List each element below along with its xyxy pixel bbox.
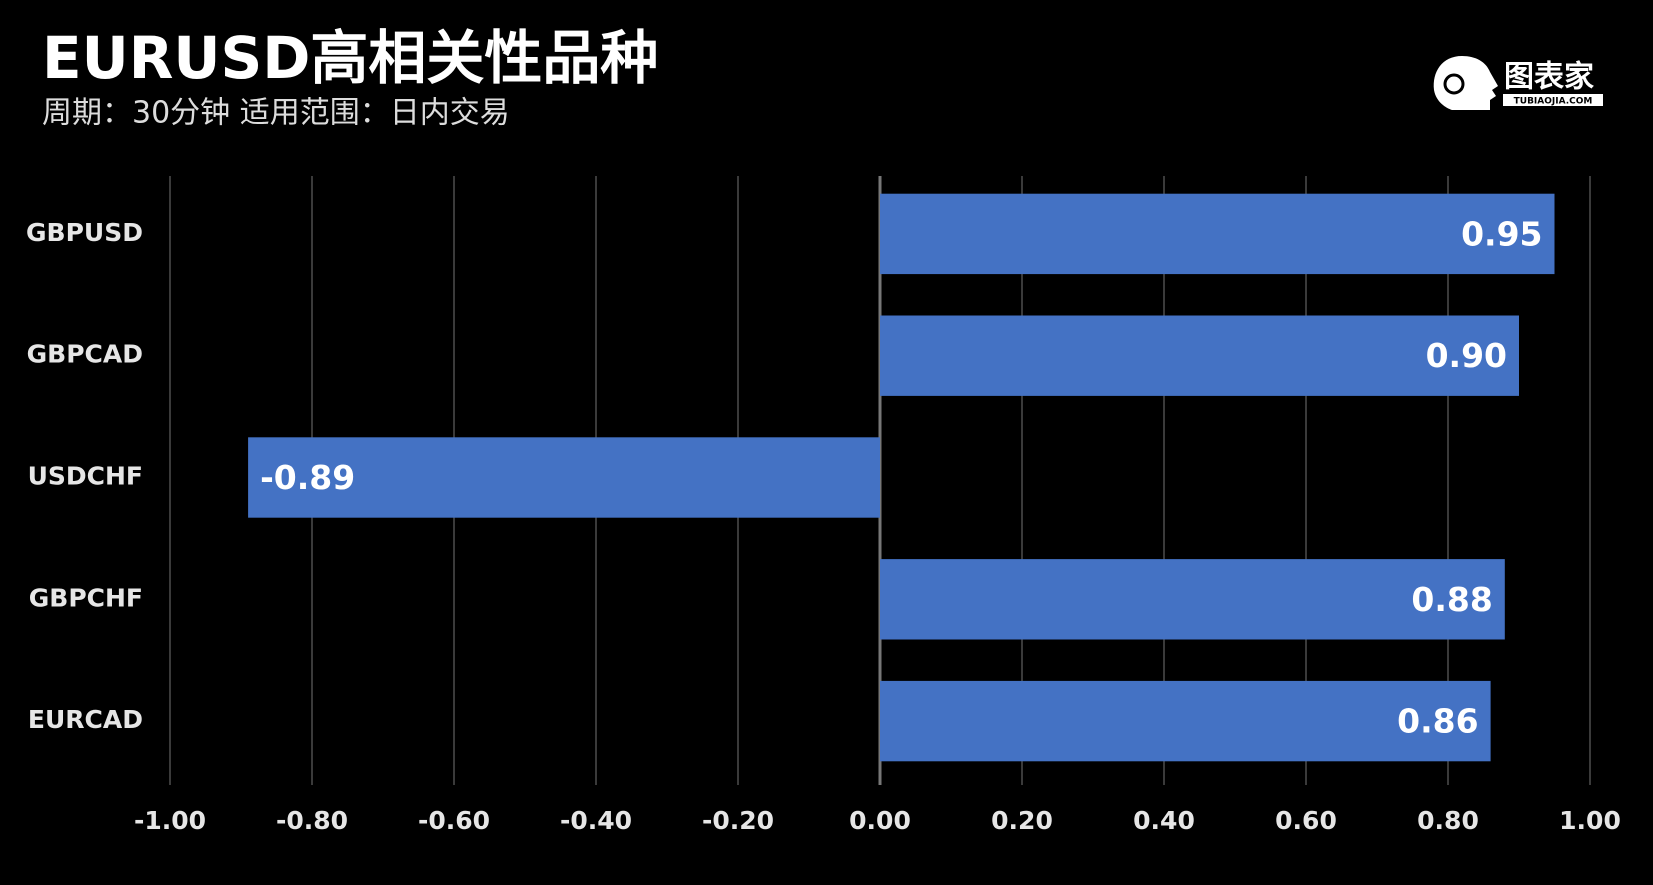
value-label: 0.90 xyxy=(1426,336,1507,375)
x-tick-label: 0.40 xyxy=(1133,806,1195,835)
y-tick-label: GBPUSD xyxy=(26,218,143,247)
x-tick-label: 0.80 xyxy=(1417,806,1479,835)
y-tick-label: EURCAD xyxy=(28,705,143,734)
bar xyxy=(880,680,1491,762)
logo-icon-detail xyxy=(1443,73,1465,95)
logo-icon xyxy=(1433,56,1498,110)
y-tick-label: GBPCHF xyxy=(29,583,143,612)
bar xyxy=(248,437,881,518)
logo: 图表家 TUBIAOJIA.COM xyxy=(1433,56,1603,110)
x-tick-label: -0.20 xyxy=(702,806,774,835)
value-label: -0.89 xyxy=(260,458,355,497)
x-tick-label: -1.00 xyxy=(134,806,206,835)
logo-site-bg xyxy=(1503,94,1603,106)
x-tick-label: 0.60 xyxy=(1275,806,1337,835)
chart-title: EURUSD高相关性品种 xyxy=(42,24,658,92)
y-tick-label: GBPCAD xyxy=(27,340,143,369)
bar xyxy=(880,193,1555,275)
logo-name: 图表家 xyxy=(1504,60,1594,95)
bar xyxy=(880,315,1519,396)
value-label: 0.88 xyxy=(1411,580,1492,619)
bar xyxy=(880,559,1505,640)
logo-site: TUBIAOJIA.COM xyxy=(1514,97,1593,107)
y-tick-label: USDCHF xyxy=(28,462,143,491)
x-tick-label: -0.40 xyxy=(560,806,632,835)
chart-subtitle: 周期：30分钟 适用范围：日内交易 xyxy=(42,96,510,131)
x-tick-label: -0.60 xyxy=(418,806,490,835)
x-tick-label: 0.20 xyxy=(991,806,1053,835)
x-tick-label: 1.00 xyxy=(1559,806,1621,835)
value-label: 0.86 xyxy=(1397,702,1478,741)
x-tick-label: -0.80 xyxy=(276,806,348,835)
x-tick-label: 0.00 xyxy=(849,806,911,835)
value-label: 0.95 xyxy=(1461,214,1542,253)
